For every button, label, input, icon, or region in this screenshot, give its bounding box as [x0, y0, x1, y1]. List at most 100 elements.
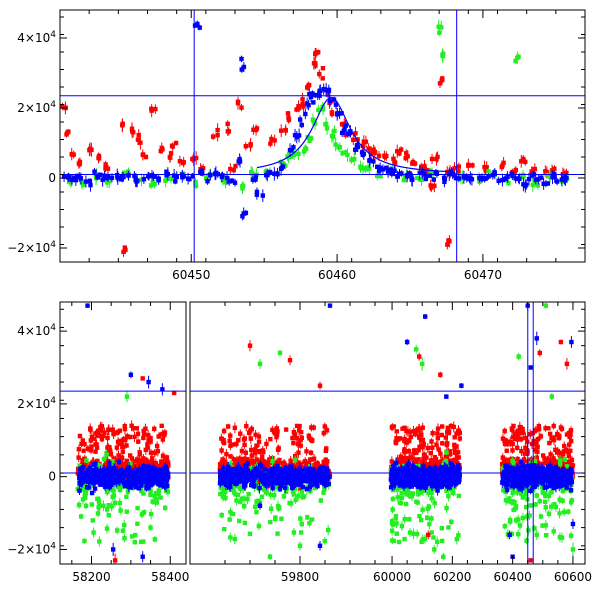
- data-point: [294, 107, 299, 112]
- data-point: [130, 129, 135, 134]
- data-point: [371, 159, 376, 164]
- data-point: [118, 475, 124, 480]
- data-point: [260, 448, 265, 453]
- data-point: [499, 164, 504, 170]
- data-point: [244, 423, 249, 429]
- data-point: [249, 458, 254, 463]
- data-point: [513, 176, 518, 181]
- data-point: [451, 424, 456, 430]
- data-point: [165, 489, 171, 495]
- data-point: [429, 156, 435, 162]
- data-point: [112, 475, 117, 480]
- data-point: [420, 170, 425, 176]
- top-data-points: [60, 19, 570, 257]
- data-point: [88, 479, 94, 484]
- x-tick-label: 60450: [172, 268, 210, 282]
- data-point: [439, 459, 444, 464]
- data-point: [143, 154, 149, 160]
- data-point: [132, 434, 137, 440]
- data-point: [79, 180, 85, 185]
- data-point: [397, 151, 402, 156]
- data-point: [130, 471, 136, 477]
- data-point: [260, 193, 266, 198]
- data-point: [243, 450, 248, 455]
- data-point: [348, 129, 353, 134]
- data-point: [231, 457, 236, 462]
- data-point: [154, 443, 160, 449]
- data-point: [163, 483, 169, 489]
- data-point: [128, 462, 133, 467]
- data-point: [406, 438, 412, 443]
- data-point: [298, 461, 304, 467]
- data-point: [135, 431, 141, 437]
- data-point: [77, 159, 83, 165]
- data-point: [567, 442, 572, 447]
- data-point: [141, 463, 146, 469]
- data-point: [205, 179, 210, 184]
- data-point: [453, 461, 458, 466]
- data-point: [545, 173, 550, 178]
- data-point: [442, 179, 447, 185]
- data-point: [320, 66, 326, 71]
- data-point: [268, 436, 273, 442]
- data-point: [389, 171, 394, 176]
- data-point: [240, 213, 245, 219]
- data-point: [433, 459, 439, 464]
- data-point: [363, 139, 369, 144]
- data-point: [141, 428, 146, 434]
- data-point: [407, 455, 413, 461]
- data-point: [232, 425, 238, 431]
- data-point: [137, 468, 143, 473]
- data-point: [436, 24, 441, 29]
- data-point: [278, 128, 284, 133]
- data-point: [106, 513, 111, 518]
- data-point: [136, 486, 142, 491]
- data-point: [232, 180, 238, 185]
- data-point: [447, 239, 452, 244]
- data-point: [111, 493, 117, 498]
- data-point: [376, 168, 382, 174]
- data-point: [351, 137, 356, 143]
- data-point: [477, 176, 482, 181]
- data-point: [98, 434, 104, 439]
- data-point: [107, 451, 112, 456]
- data-point: [187, 176, 192, 182]
- data-point: [193, 183, 199, 188]
- data-point: [299, 122, 304, 128]
- data-point: [292, 463, 297, 468]
- data-point: [272, 171, 277, 176]
- data-point: [123, 247, 128, 253]
- data-point: [253, 175, 259, 180]
- data-point: [197, 25, 202, 30]
- data-point: [311, 456, 317, 461]
- data-point: [251, 127, 256, 132]
- data-point: [454, 457, 459, 462]
- data-point: [114, 528, 120, 533]
- data-point: [153, 496, 158, 502]
- data-point: [102, 430, 107, 435]
- data-point: [242, 436, 248, 441]
- data-point: [203, 176, 209, 181]
- data-point: [61, 174, 67, 179]
- data-point: [428, 183, 433, 188]
- data-point: [132, 539, 138, 545]
- data-point: [457, 436, 463, 441]
- data-point: [224, 461, 229, 467]
- data-point: [321, 430, 326, 436]
- data-point: [448, 451, 453, 457]
- data-point: [331, 97, 337, 102]
- data-point: [339, 130, 345, 136]
- data-point: [455, 450, 461, 455]
- data-point: [162, 472, 168, 477]
- data-point: [421, 452, 427, 457]
- data-point: [120, 528, 126, 533]
- data-point: [153, 461, 159, 466]
- data-point: [397, 171, 402, 177]
- data-point: [411, 429, 416, 434]
- data-point: [552, 174, 557, 180]
- data-point: [155, 449, 161, 454]
- data-point: [88, 438, 94, 443]
- data-point: [270, 427, 275, 433]
- data-point: [221, 428, 227, 434]
- data-point: [148, 492, 153, 498]
